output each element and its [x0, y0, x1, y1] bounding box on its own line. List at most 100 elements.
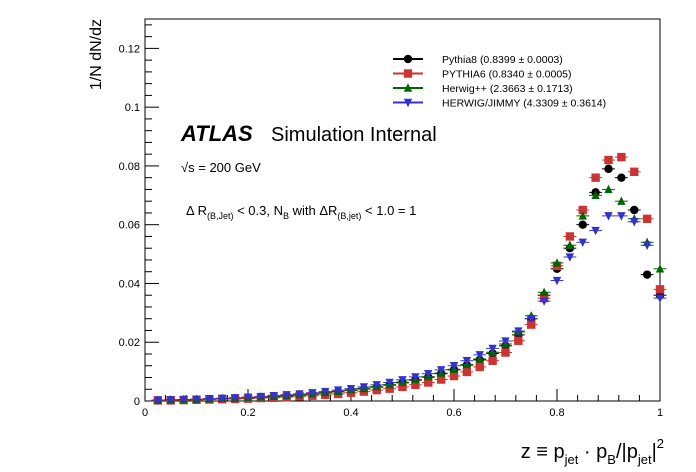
- series-2: [151, 152, 667, 405]
- data-point: [655, 294, 665, 303]
- x-axis: 0 0.2 0.4 0.6 0.8 1: [142, 389, 663, 419]
- x-tick-label: 0.8: [549, 407, 564, 419]
- data-point: [604, 155, 613, 165]
- data-point: [153, 396, 163, 405]
- data-point: [488, 356, 497, 365]
- data-point: [230, 394, 240, 403]
- data-point: [385, 384, 394, 393]
- x-tick-label: 0.4: [343, 407, 358, 419]
- data-point: [295, 390, 304, 399]
- legend-marker: [403, 69, 413, 78]
- y-tick-label: 0.12: [119, 43, 140, 55]
- data-point: [475, 351, 484, 360]
- data-point: [449, 362, 459, 371]
- data-point: [436, 375, 446, 384]
- data-point: [565, 232, 575, 241]
- plot-frame: [144, 18, 661, 402]
- data-point: [321, 387, 330, 397]
- data-point: [411, 380, 420, 390]
- y-tick-label: 0: [134, 396, 140, 408]
- data-point: [436, 366, 446, 375]
- legend: Pythia8 (0.8399 ± 0.0003) PYTHIA6 (0.8340…: [393, 54, 606, 110]
- data-point: [604, 212, 613, 221]
- data-point: [578, 220, 587, 229]
- energy-label: √s = 200 GeV: [181, 160, 261, 175]
- data-point: [591, 226, 600, 236]
- data-point: [630, 167, 639, 176]
- data-point: [475, 362, 484, 372]
- cut-part: (B,jet): [337, 211, 361, 221]
- cut-part: B: [283, 211, 289, 221]
- data-point: [604, 164, 613, 174]
- data-point: [359, 383, 369, 392]
- legend-label: HERWIG/JIMMY (4.3309 ± 0.3614): [442, 98, 606, 110]
- data-point: [282, 391, 291, 400]
- legend-marker: [403, 83, 413, 92]
- data-point: [578, 205, 587, 215]
- x-title-part: jet: [564, 452, 579, 467]
- data-point: [655, 264, 665, 273]
- data-point: [179, 395, 188, 405]
- legend-marker: [403, 98, 413, 108]
- x-title-part: · p: [578, 441, 607, 463]
- x-title-part: /|p: [616, 441, 638, 463]
- x-title-part: 2: [657, 436, 664, 451]
- x-title-part: jet: [637, 452, 652, 467]
- x-tick-label: 0.2: [240, 407, 255, 419]
- data-point: [591, 173, 600, 182]
- series-4: [151, 212, 667, 405]
- data-point: [449, 371, 459, 381]
- cut-part: (B,Jet): [207, 211, 234, 221]
- data-point: [630, 218, 639, 227]
- data-point: [578, 238, 587, 248]
- x-tick-label: 0.6: [446, 407, 461, 419]
- data-point: [166, 396, 175, 405]
- cut-part: < 0.3, N: [233, 203, 283, 218]
- data-point: [539, 287, 549, 296]
- x-tick-label: 1: [657, 407, 663, 419]
- data-point: [462, 357, 472, 366]
- data-point: [655, 285, 665, 294]
- data-point: [552, 258, 562, 267]
- y-tick-label: 0.06: [119, 220, 140, 232]
- data-point: [424, 369, 433, 379]
- cut-label: Δ R(B,Jet) < 0.3, NB with ΔR(B,jet) < 1.…: [186, 203, 416, 221]
- data-point: [218, 394, 227, 404]
- data-point: [578, 211, 587, 220]
- y-tick-label: 0.08: [119, 161, 140, 173]
- data-point: [527, 320, 536, 329]
- data-point: [527, 315, 536, 324]
- data-point: [604, 184, 613, 194]
- data-point: [617, 173, 626, 182]
- data-point: [269, 392, 278, 401]
- cut-part: < 1.0 = 1: [361, 203, 416, 218]
- x-title-part: |: [652, 441, 657, 463]
- data-point: [205, 394, 214, 404]
- data-point: [333, 386, 343, 395]
- data-point: [462, 367, 472, 377]
- data-point: [617, 196, 626, 205]
- y-tick-label: 0.04: [119, 278, 140, 290]
- data-point: [630, 205, 639, 215]
- y-tick-label: 0.1: [125, 102, 140, 114]
- data-point: [501, 348, 510, 357]
- data-point: [642, 214, 652, 224]
- legend-label: Herwig++ (2.3663 ± 0.1713): [442, 83, 573, 95]
- legend-label: PYTHIA6 (0.8340 ± 0.0005): [442, 69, 572, 81]
- data-point: [642, 270, 652, 279]
- data-point: [514, 336, 523, 345]
- data-point: [642, 241, 652, 250]
- data-point: [398, 376, 407, 385]
- series-layer: [151, 152, 667, 405]
- data-point: [514, 327, 523, 336]
- y-tick-label: 0.02: [119, 337, 140, 349]
- data-point: [192, 395, 201, 404]
- data-point: [385, 378, 394, 388]
- y-axis: 0 0.02 0.04 0.06 0.08 0.1 0.12: [119, 24, 159, 408]
- cut-part: with ΔR: [289, 203, 337, 218]
- data-point: [565, 253, 575, 262]
- data-point: [398, 382, 407, 392]
- cut-part: Δ R: [186, 203, 207, 218]
- data-point: [308, 389, 317, 398]
